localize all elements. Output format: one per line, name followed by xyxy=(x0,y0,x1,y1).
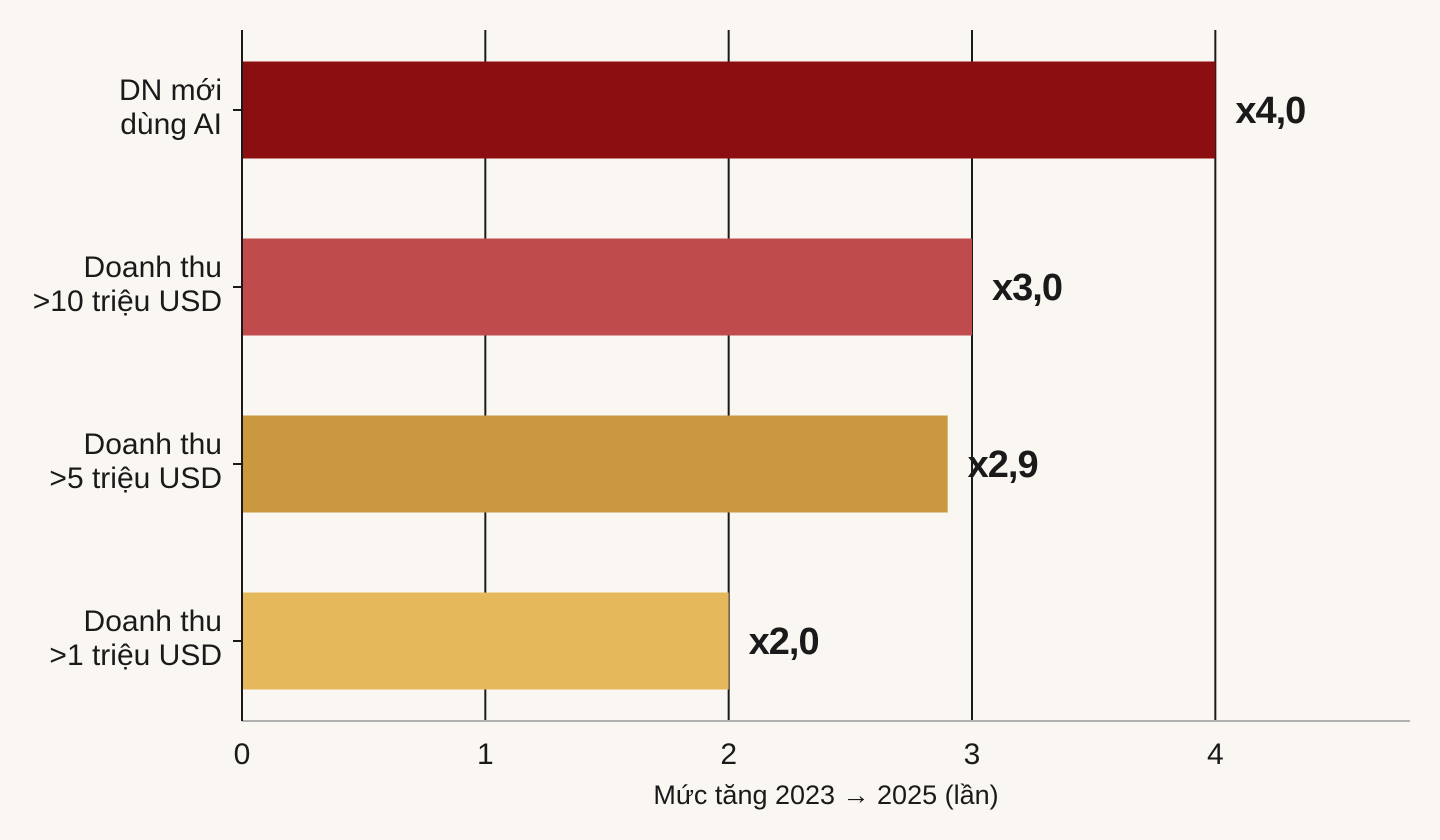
category-label: Doanh thu >5 triệu USD xyxy=(49,428,222,495)
value-label: x4,0 xyxy=(1235,90,1305,132)
x-tick-label: 0 xyxy=(234,738,251,771)
labels: 0 1 2 3 4 DN mới dùng AI x4,0 Doanh thu >10 triệu… xyxy=(33,74,1307,771)
axes xyxy=(233,30,1410,722)
bar xyxy=(242,415,948,513)
bars xyxy=(242,61,1216,690)
bar xyxy=(242,238,972,336)
category-label: Doanh thu >10 triệu USD xyxy=(33,251,222,318)
x-tick-label: 1 xyxy=(477,738,494,771)
x-axis-title: Mức tăng 2023 → 2025 (lần) xyxy=(653,780,998,810)
value-label: x2,9 xyxy=(968,444,1038,486)
category-label: Doanh thu >1 triệu USD xyxy=(49,605,222,672)
bar xyxy=(242,592,729,690)
bar xyxy=(242,61,1216,159)
x-tick-label: 2 xyxy=(720,738,737,771)
value-label: x3,0 xyxy=(992,267,1062,309)
x-tick-label: 3 xyxy=(964,738,981,771)
category-label: DN mới dùng AI xyxy=(119,74,222,141)
x-tick-label: 4 xyxy=(1207,738,1224,771)
value-label: x2,0 xyxy=(749,621,819,663)
